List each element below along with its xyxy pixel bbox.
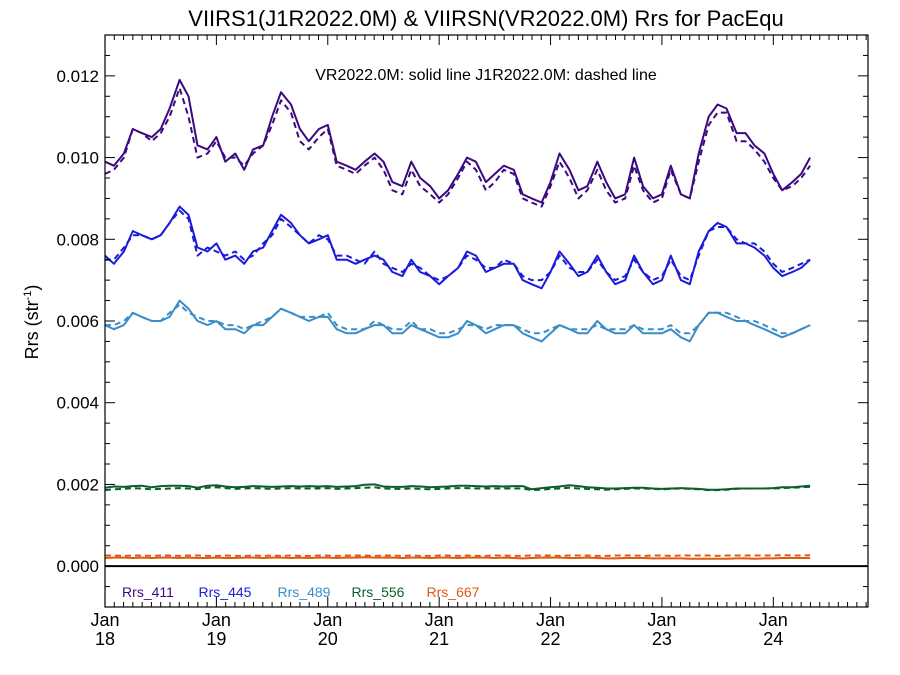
axes: 0.0000.0020.0040.0060.0080.0100.012Jan18… <box>56 34 869 649</box>
y-tick-label: 0.000 <box>56 557 99 576</box>
x-tick-label-month: Jan <box>425 610 454 630</box>
x-tick-label-year: 22 <box>541 629 561 649</box>
plot-lines <box>104 78 868 568</box>
series-line-rrs-489-solid <box>104 299 811 343</box>
x-tick-label-month: Jan <box>90 610 119 630</box>
x-tick-label-year: 21 <box>429 629 449 649</box>
legend-label-rrs-556: Rrs_556 <box>352 584 405 600</box>
y-axis-label-close: ) <box>22 285 42 291</box>
y-tick-label: 0.008 <box>56 230 99 249</box>
series-line-rrs-445-dashed <box>105 209 811 282</box>
legend-label-rrs-445: Rrs_445 <box>199 584 252 600</box>
x-tick-label-year: 23 <box>652 629 672 649</box>
x-tick-label-month: Jan <box>759 610 788 630</box>
y-tick-label: 0.012 <box>56 67 99 86</box>
y-tick-label: 0.002 <box>56 475 99 494</box>
y-tick-label: 0.010 <box>56 149 99 168</box>
x-tick-label-year: 20 <box>318 629 338 649</box>
series-line-rrs-667-solid <box>104 556 811 560</box>
series-line-rrs-411-dashed <box>104 87 811 208</box>
chart-title: VIIRS1(J1R2022.0M) & VIIRSN(VR2022.0M) R… <box>188 6 783 31</box>
x-tick-label-year: 18 <box>95 629 115 649</box>
svg-text:Rrs (str-1): Rrs (str-1) <box>22 285 42 360</box>
y-axis-label: Rrs (str-1) <box>22 285 42 360</box>
series-line-rrs-556-solid <box>104 483 811 491</box>
series-line-rrs-489-dashed <box>105 303 811 335</box>
series-line-rrs-411-solid <box>104 78 811 204</box>
legend-label-rrs-667: Rrs_667 <box>427 584 480 600</box>
y-tick-label: 0.004 <box>56 394 99 413</box>
series-line-rrs-556-dashed <box>104 485 811 492</box>
y-tick-label: 0.006 <box>56 312 99 331</box>
x-tick-label-month: Jan <box>536 610 565 630</box>
x-tick-label-year: 19 <box>206 629 226 649</box>
y-axis-label-main: Rrs (str <box>22 300 42 359</box>
x-tick-label-year: 24 <box>763 629 783 649</box>
x-tick-label-month: Jan <box>647 610 676 630</box>
series-line-rrs-667-dashed <box>105 554 811 557</box>
line-style-annotation: VR2022.0M: solid line J1R2022.0M: dashed… <box>315 67 657 84</box>
legend-label-rrs-489: Rrs_489 <box>278 584 331 600</box>
x-tick-label-month: Jan <box>202 610 231 630</box>
x-tick-label-month: Jan <box>313 610 342 630</box>
legend-label-rrs-411: Rrs_411 <box>122 584 174 600</box>
legend: Rrs_411 Rrs_445 Rrs_489 Rrs_556 Rrs_667 <box>122 584 480 600</box>
series-line-rrs-445-solid <box>104 205 811 290</box>
y-axis-label-exponent: -1 <box>22 291 34 301</box>
